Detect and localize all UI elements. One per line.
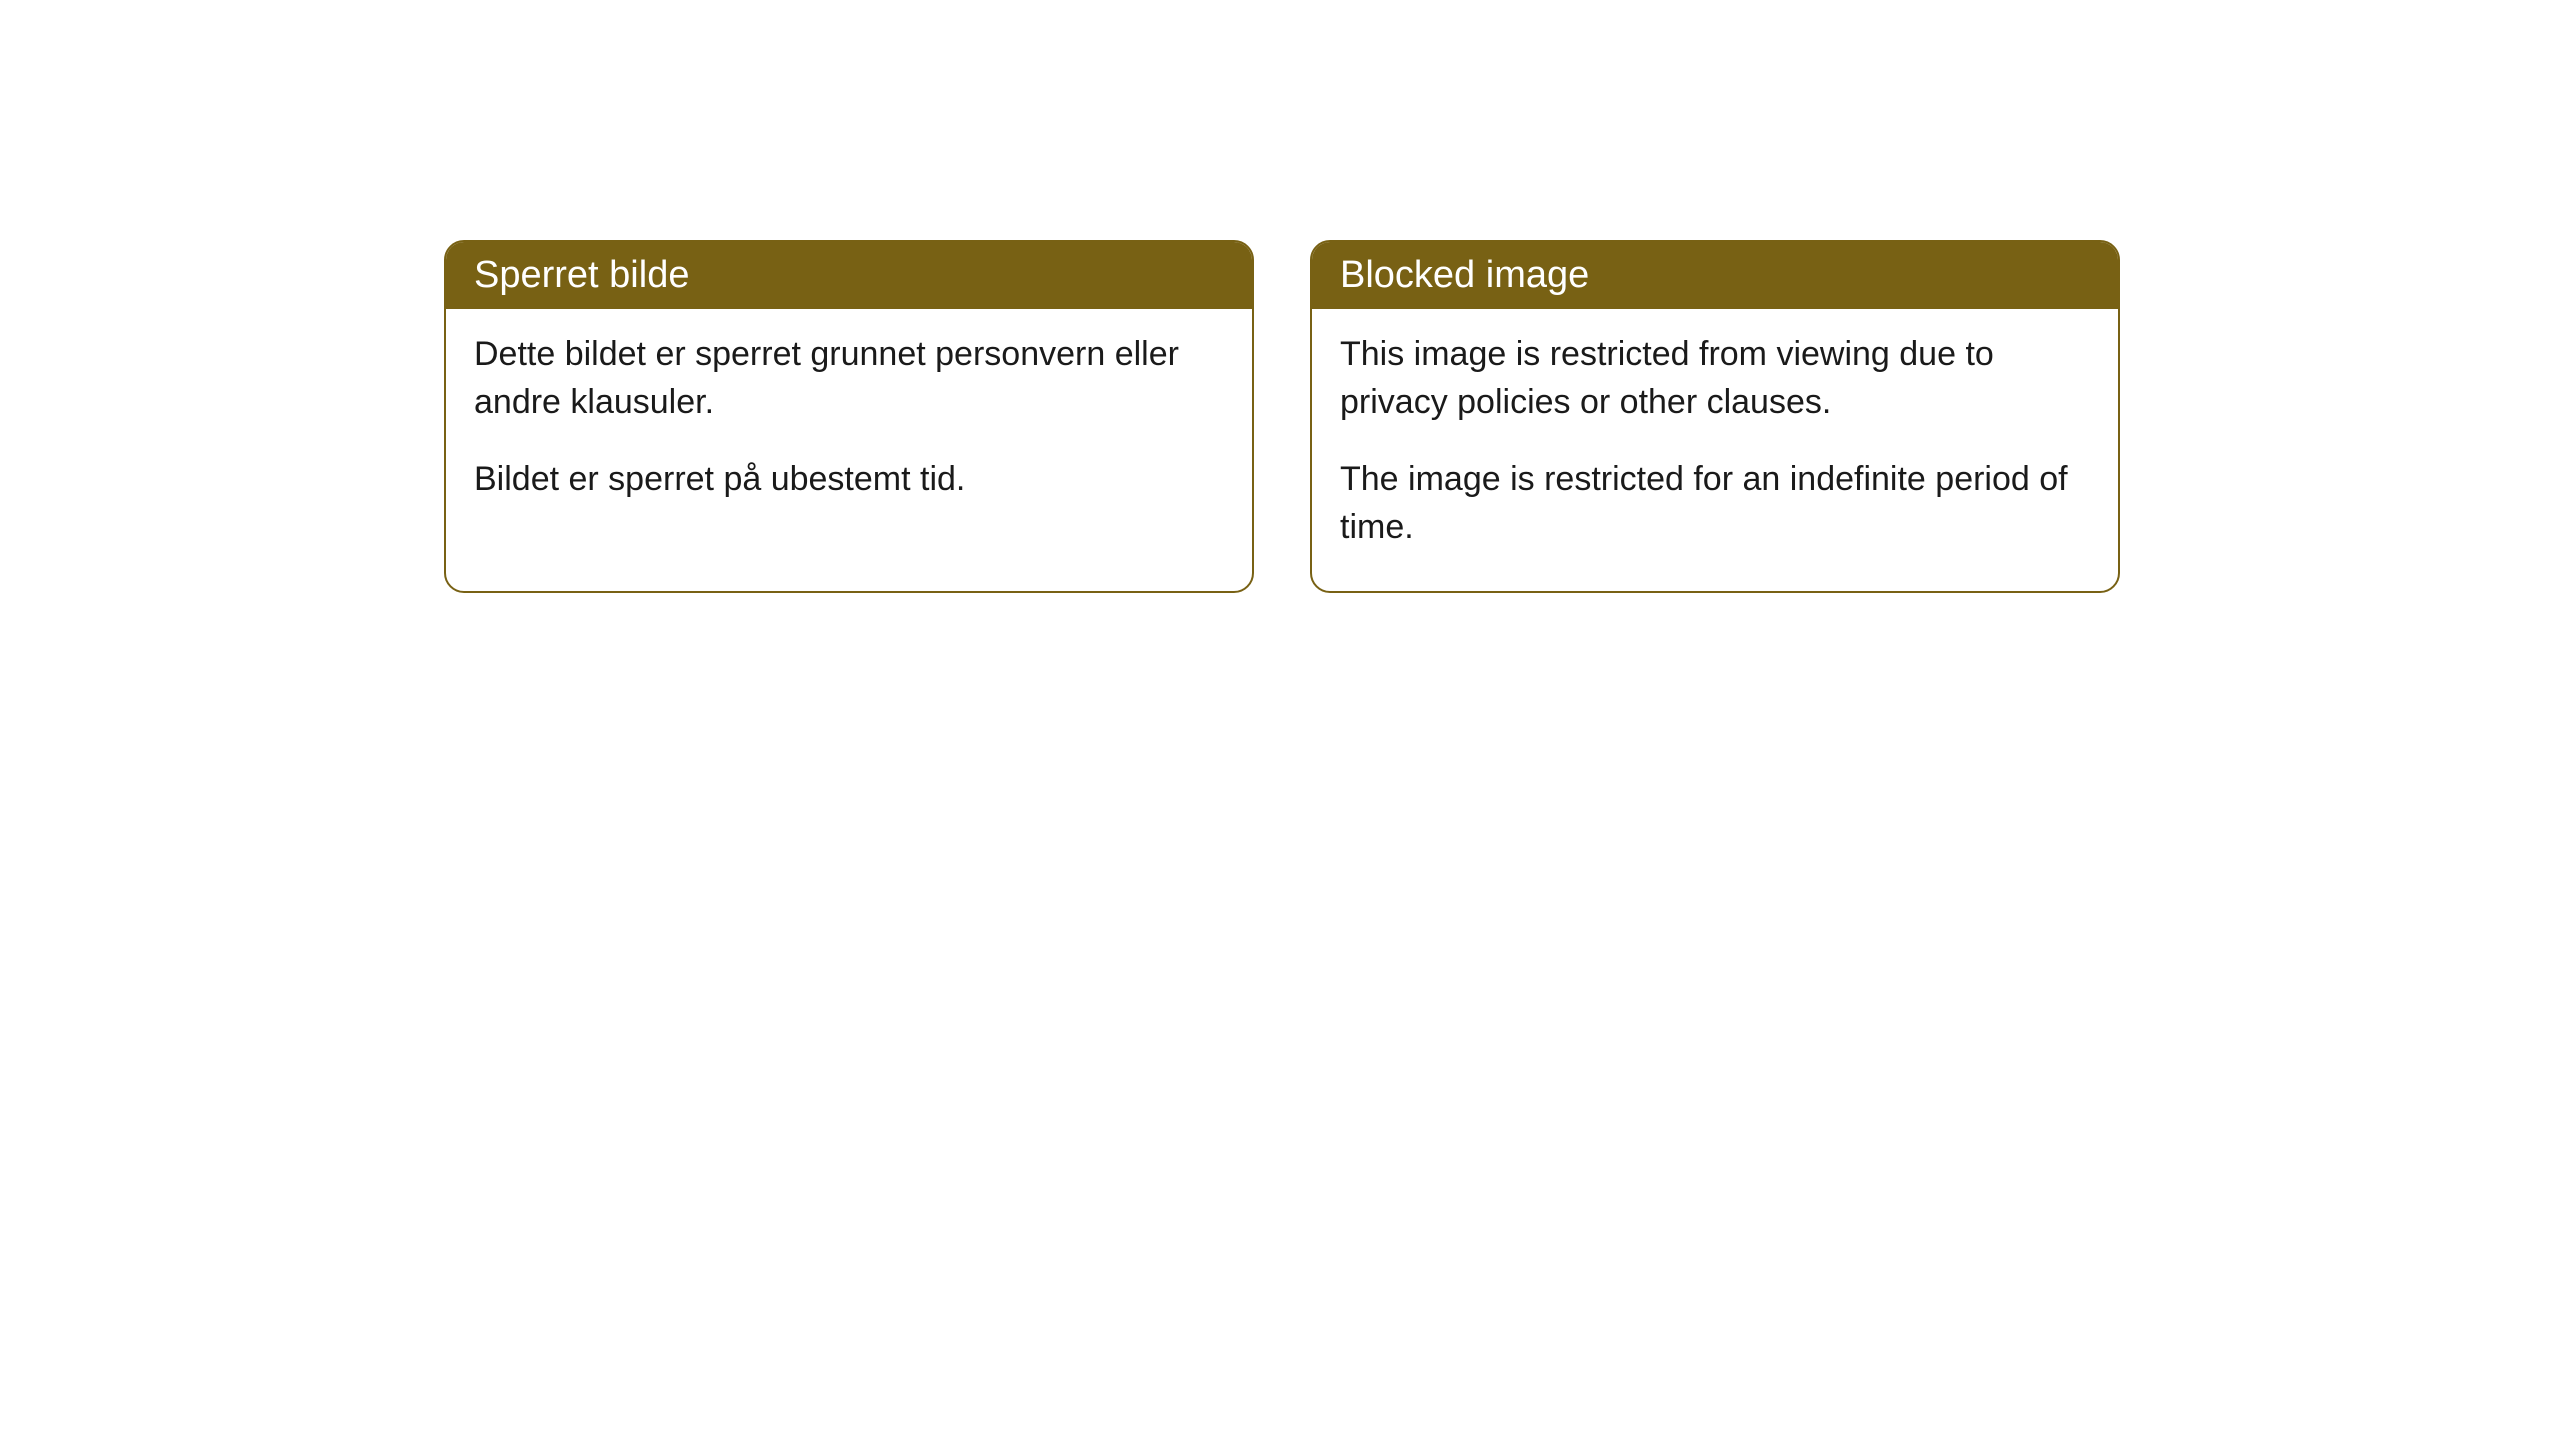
english-card-body: This image is restricted from viewing du… <box>1312 309 2118 591</box>
english-paragraph-2: The image is restricted for an indefinit… <box>1340 456 2090 551</box>
english-paragraph-1: This image is restricted from viewing du… <box>1340 331 2090 426</box>
norwegian-notice-card: Sperret bilde Dette bildet er sperret gr… <box>444 240 1254 593</box>
english-card-title: Blocked image <box>1312 242 2118 309</box>
norwegian-paragraph-1: Dette bildet er sperret grunnet personve… <box>474 331 1224 426</box>
norwegian-card-body: Dette bildet er sperret grunnet personve… <box>446 309 1252 544</box>
cards-container: Sperret bilde Dette bildet er sperret gr… <box>444 240 2120 593</box>
norwegian-paragraph-2: Bildet er sperret på ubestemt tid. <box>474 456 1224 504</box>
english-notice-card: Blocked image This image is restricted f… <box>1310 240 2120 593</box>
norwegian-card-title: Sperret bilde <box>446 242 1252 309</box>
